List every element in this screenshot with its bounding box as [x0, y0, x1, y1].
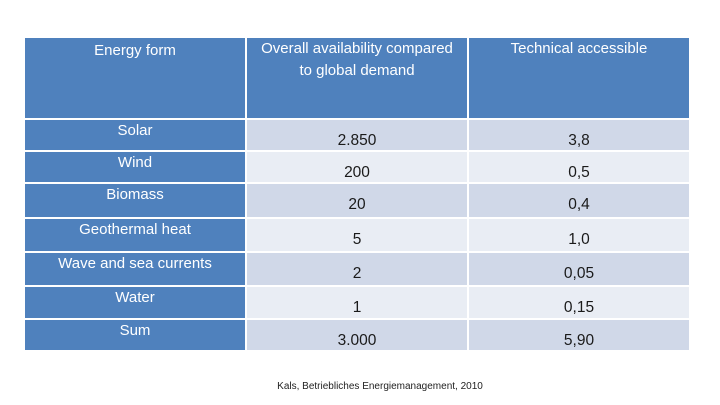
energy-form-label: Sum	[119, 322, 151, 339]
table-row: Sum 3.000 5,90	[25, 320, 689, 350]
table-row: Geothermal heat 5 1,0	[25, 219, 689, 251]
energy-form-cell: Sum	[25, 320, 245, 350]
energy-form-cell: Biomass	[25, 184, 245, 217]
accessible-cell: 0,05	[469, 253, 689, 285]
availability-value: 2.850	[337, 132, 377, 149]
header-energy-form: Energy form	[25, 38, 245, 118]
availability-cell: 2.850	[247, 120, 467, 150]
availability-value: 20	[348, 196, 366, 213]
energy-form-label: Wind	[117, 154, 153, 171]
accessible-value: 0,15	[563, 299, 595, 316]
availability-value: 1	[352, 299, 362, 316]
table-header-row: Energy form Overall availability compare…	[25, 38, 689, 118]
accessible-value: 5,90	[563, 332, 595, 349]
accessible-value: 1,0	[568, 231, 590, 248]
energy-form-label: Water	[115, 289, 155, 306]
availability-value: 200	[344, 164, 370, 181]
accessible-value: 0,5	[568, 164, 590, 181]
energy-form-cell: Geothermal heat	[25, 219, 245, 251]
header-technical-accessible: Technical accessible	[469, 38, 689, 118]
energy-form-cell: Water	[25, 287, 245, 318]
table-row: Wind 200 0,5	[25, 152, 689, 182]
availability-cell: 5	[247, 219, 467, 251]
availability-value: 2	[352, 265, 362, 282]
accessible-cell: 0,5	[469, 152, 689, 182]
accessible-cell: 1,0	[469, 219, 689, 251]
table-row: Solar 2.850 3,8	[25, 120, 689, 150]
availability-cell: 20	[247, 184, 467, 217]
header-technical-accessible-label: Technical accessible	[510, 40, 648, 57]
energy-form-label: Biomass	[106, 186, 164, 203]
availability-cell: 1	[247, 287, 467, 318]
availability-cell: 2	[247, 253, 467, 285]
availability-value: 5	[352, 231, 362, 248]
accessible-cell: 0,4	[469, 184, 689, 217]
source-citation: Kals, Betriebliches Energiemanagement, 2…	[277, 381, 483, 392]
availability-value: 3.000	[337, 332, 377, 349]
availability-cell: 200	[247, 152, 467, 182]
accessible-cell: 0,15	[469, 287, 689, 318]
accessible-cell: 5,90	[469, 320, 689, 350]
energy-form-cell: Solar	[25, 120, 245, 150]
header-energy-form-label: Energy form	[94, 42, 176, 59]
energy-form-label: Solar	[117, 122, 153, 139]
energy-form-label: Wave and sea currents	[58, 255, 212, 272]
header-overall-availability-label: Overall availability compared to global …	[261, 40, 453, 79]
header-overall-availability: Overall availability compared to global …	[247, 38, 467, 118]
table-row: Biomass 20 0,4	[25, 184, 689, 217]
accessible-value: 3,8	[568, 132, 590, 149]
table-row: Wave and sea currents 2 0,05	[25, 253, 689, 285]
accessible-cell: 3,8	[469, 120, 689, 150]
availability-cell: 3.000	[247, 320, 467, 350]
table-row: Water 1 0,15	[25, 287, 689, 318]
accessible-value: 0,4	[568, 196, 590, 213]
energy-form-cell: Wave and sea currents	[25, 253, 245, 285]
energy-form-label: Geothermal heat	[79, 221, 191, 238]
energy-form-cell: Wind	[25, 152, 245, 182]
accessible-value: 0,05	[563, 265, 595, 282]
